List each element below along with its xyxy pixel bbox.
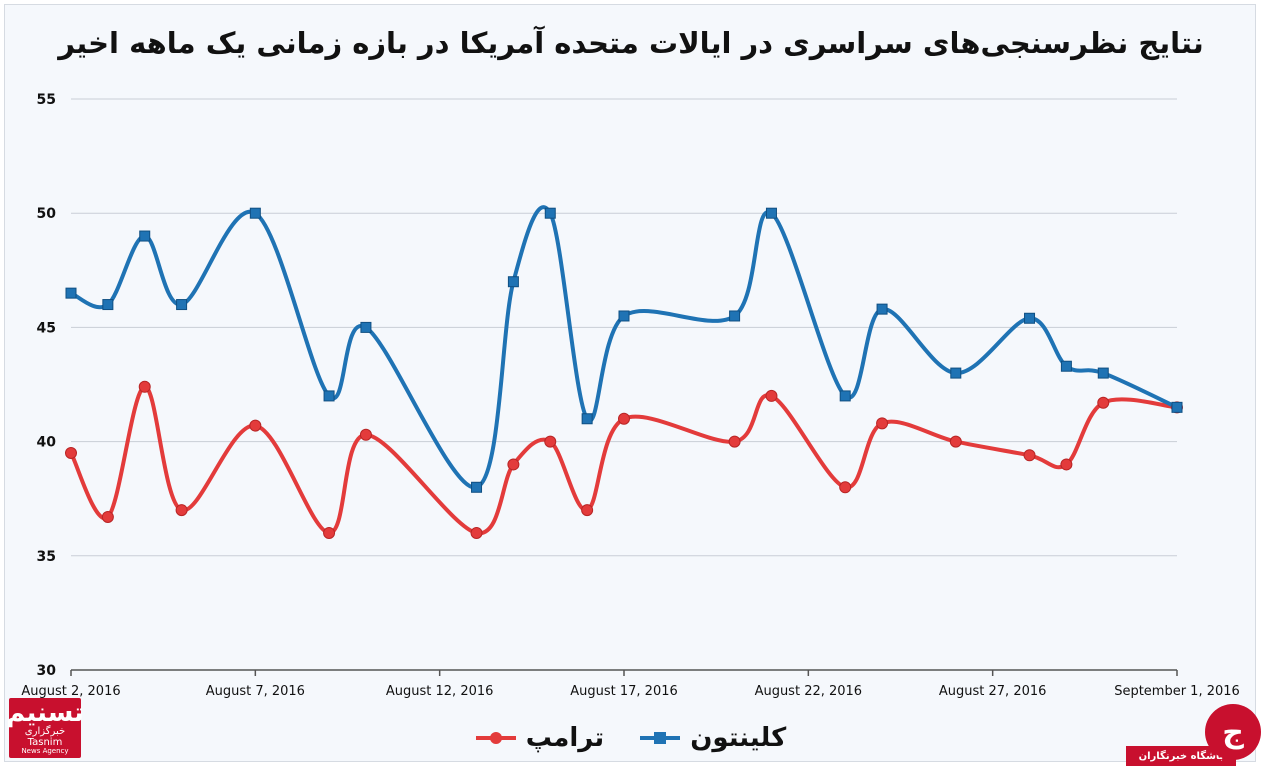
data-point-clinton — [950, 367, 962, 379]
data-point-clinton — [1171, 401, 1183, 413]
y-tick-label: 40 — [37, 435, 57, 451]
data-point-trump — [1060, 458, 1073, 471]
y-tick-label: 50 — [37, 206, 57, 222]
data-point-trump — [949, 435, 962, 448]
x-tick-label: August 22, 2016 — [755, 684, 863, 699]
x-tick-label: August 2, 2016 — [21, 684, 120, 699]
legend-label-clinton: کلینتون — [690, 723, 787, 753]
data-point-trump — [323, 526, 336, 539]
data-point-clinton — [1060, 360, 1072, 372]
chart-legend: ترامپ کلینتون — [0, 718, 1262, 758]
data-point-clinton — [1024, 312, 1036, 324]
legend-item-clinton: کلینتون — [640, 723, 786, 753]
axes: 30 35 40 45 50 55 August 2, 2016 August 7, 2016… — [21, 92, 1239, 699]
data-point-trump — [470, 526, 483, 539]
y-tick-label: 55 — [37, 92, 56, 108]
data-point-trump — [581, 504, 594, 517]
tasnim-logo-main: تسنیم — [6, 698, 84, 729]
legend-swatch-trump — [475, 732, 516, 744]
data-point-trump — [839, 481, 852, 494]
y-tick-label: 45 — [37, 320, 56, 336]
data-point-trump — [765, 389, 778, 402]
x-tick-label: August 27, 2016 — [939, 684, 1047, 699]
series-line-clinton — [70, 205, 1178, 490]
tasnim-logo-en: Tasnim — [27, 737, 63, 749]
data-point-trump — [728, 435, 741, 448]
data-point-trump — [175, 504, 188, 517]
data-point-clinton — [249, 207, 261, 219]
data-point-trump — [544, 435, 557, 448]
data-point-clinton — [471, 481, 483, 493]
data-point-trump — [1023, 449, 1036, 462]
club-logo-icon: ج — [1205, 704, 1261, 760]
data-point-trump — [249, 419, 262, 432]
data-point-trump — [65, 447, 77, 460]
data-point-clinton — [507, 276, 519, 288]
chart-title: نتایج نظرسنجی‌های سراسری در ایالات متحده… — [58, 26, 1204, 60]
legend-label-trump: ترامپ — [525, 723, 605, 753]
data-point-clinton — [1097, 367, 1109, 379]
x-tick-label: August 12, 2016 — [386, 684, 494, 699]
data-point-clinton — [876, 303, 888, 315]
data-point-clinton — [765, 207, 777, 219]
series-line-trump — [69, 384, 1178, 535]
data-point-clinton — [839, 390, 851, 402]
y-tick-label: 30 — [37, 663, 57, 679]
chart-frame — [4, 4, 1256, 762]
data-point-clinton — [102, 299, 114, 311]
data-point-clinton — [176, 299, 188, 311]
tasnim-logo: تسنیم خبرگزاری Tasnim News Agency — [6, 698, 84, 758]
data-point-trump — [876, 417, 889, 430]
grid-lines — [71, 98, 1177, 557]
series-lines — [69, 205, 1178, 535]
data-point-clinton — [729, 310, 741, 322]
legend-swatch-clinton — [640, 732, 681, 744]
tasnim-logo-sub: خبرگزاری — [24, 726, 66, 738]
data-point-trump — [1097, 396, 1110, 409]
x-tick-label: August 17, 2016 — [570, 684, 678, 699]
data-point-clinton — [581, 413, 593, 425]
data-point-clinton — [65, 287, 77, 299]
data-point-clinton — [139, 230, 151, 242]
data-point-clinton — [544, 207, 556, 219]
data-point-trump — [359, 428, 372, 441]
data-point-trump — [618, 412, 630, 425]
data-point-trump — [138, 380, 151, 393]
data-point-trump — [507, 458, 520, 471]
tasnim-logo-en2: News Agency — [21, 747, 69, 756]
x-tick-label: August 7, 2016 — [206, 684, 305, 699]
data-markers — [65, 207, 1183, 539]
data-point-clinton — [323, 390, 335, 402]
x-tick-label: September 1, 2016 — [1114, 684, 1240, 699]
y-tick-label: 35 — [37, 549, 56, 565]
data-point-clinton — [360, 321, 372, 333]
legend-item-trump: ترامپ — [475, 723, 605, 753]
data-point-clinton — [618, 310, 630, 322]
club-badge: باشگاه خبرنگاران — [1126, 746, 1236, 766]
data-point-trump — [101, 510, 114, 523]
